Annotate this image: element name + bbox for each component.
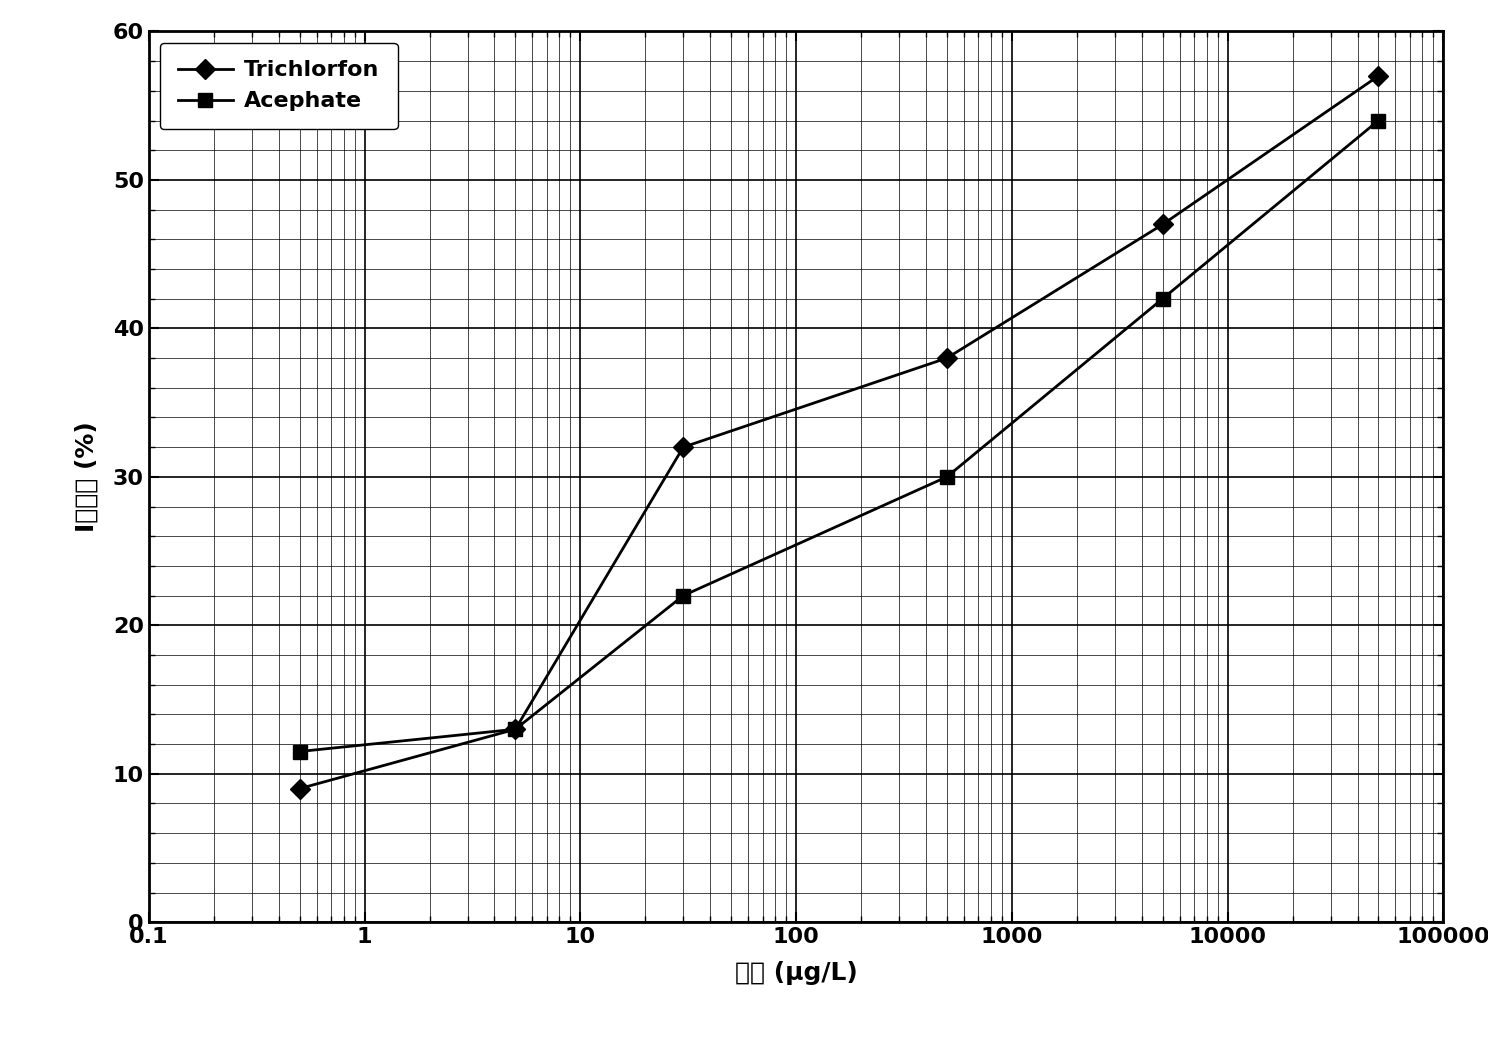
Acephate — [1369, 114, 1387, 127]
Trichlorfon — [1369, 69, 1387, 83]
Trichlorfon — [506, 723, 524, 736]
Acephate — [1153, 292, 1171, 305]
Y-axis label: I抑制率 (%): I抑制率 (%) — [74, 421, 98, 532]
Trichlorfon — [290, 782, 308, 794]
Acephate — [290, 745, 308, 758]
Acephate — [937, 471, 955, 483]
Trichlorfon — [937, 352, 955, 365]
Line: Acephate: Acephate — [293, 113, 1385, 759]
Trichlorfon — [674, 441, 692, 454]
Acephate — [674, 589, 692, 602]
Line: Trichlorfon: Trichlorfon — [293, 69, 1385, 795]
Legend: Trichlorfon, Acephate: Trichlorfon, Acephate — [159, 43, 397, 129]
Trichlorfon — [1153, 218, 1171, 231]
X-axis label: 浓度 (μg/L): 浓度 (μg/L) — [735, 961, 857, 985]
Acephate — [506, 723, 524, 736]
